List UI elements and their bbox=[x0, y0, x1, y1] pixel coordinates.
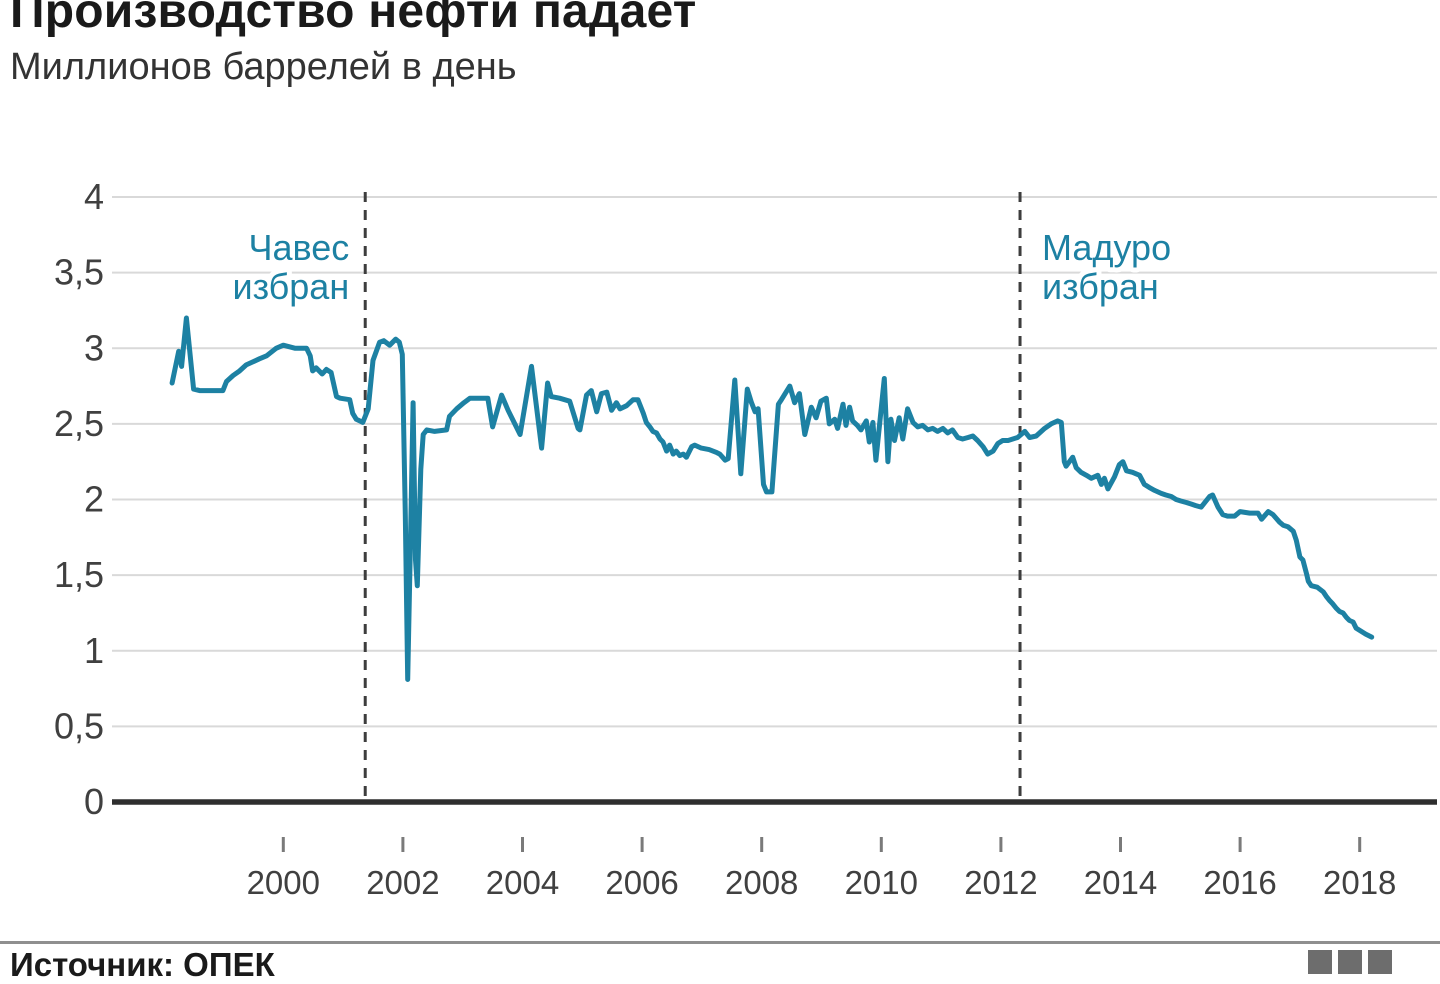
x-axis-tick-label: 2010 bbox=[845, 864, 918, 901]
y-axis-tick-label: 3 bbox=[84, 327, 104, 368]
bbc-logo-block bbox=[1368, 950, 1392, 974]
bbc-logo-block bbox=[1308, 950, 1332, 974]
y-axis-tick-label: 0,5 bbox=[54, 705, 104, 746]
y-axis-tick-label: 3,5 bbox=[54, 252, 104, 293]
x-axis-tick-label: 2018 bbox=[1323, 864, 1396, 901]
page-title: Производство нефти падает bbox=[10, 0, 697, 38]
event-annotation-label: избран bbox=[232, 266, 349, 307]
x-axis-tick-label: 2014 bbox=[1084, 864, 1157, 901]
x-axis-tick-label: 2002 bbox=[366, 864, 439, 901]
x-axis-tick-label: 2006 bbox=[605, 864, 678, 901]
event-annotation-label: Мадуро bbox=[1042, 227, 1171, 268]
y-axis-tick-label: 2,5 bbox=[54, 403, 104, 444]
event-annotation-label: избран bbox=[1042, 266, 1159, 307]
y-axis-tick-label: 1 bbox=[84, 630, 104, 671]
y-axis-tick-label: 0 bbox=[84, 781, 104, 822]
page-subtitle: Миллионов баррелей в день bbox=[10, 45, 517, 88]
footer-separator bbox=[0, 941, 1440, 944]
oil-production-series-line bbox=[169, 315, 1375, 682]
x-axis-tick-label: 2004 bbox=[486, 864, 559, 901]
bbc-logo bbox=[1308, 950, 1392, 974]
chart-header: Производство нефти падает Миллионов барр… bbox=[10, 0, 1430, 89]
bbc-logo-block bbox=[1338, 950, 1362, 974]
y-axis-tick-label: 4 bbox=[84, 176, 104, 217]
oil-production-line-chart: 4 3,5 3 2,5 2 1,5 1 0,5 0 2000 2002 2004 2006 2008 201… bbox=[54, 176, 1437, 901]
y-axis-tick-label: 2 bbox=[84, 479, 104, 520]
x-axis-tick-label: 2012 bbox=[964, 864, 1037, 901]
x-axis-tick-label: 2016 bbox=[1203, 864, 1276, 901]
event-annotation-label: Чавес bbox=[248, 227, 349, 268]
y-axis-tick-label: 1,5 bbox=[54, 554, 104, 595]
source-attribution: Источник: ОПЕК bbox=[10, 946, 275, 983]
x-axis-tick-label: 2008 bbox=[725, 864, 798, 901]
x-axis-tick-label: 2000 bbox=[247, 864, 320, 901]
